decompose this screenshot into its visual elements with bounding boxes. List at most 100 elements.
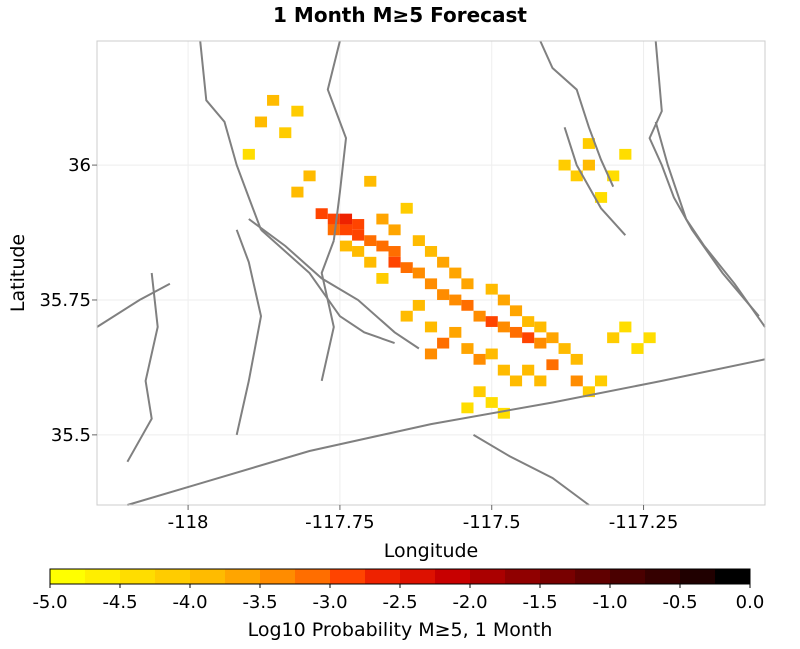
fault-line (235, 229, 263, 436)
heatmap-cell (242, 148, 255, 160)
heatmap-cell (570, 170, 583, 182)
heatmap-cell (449, 267, 462, 279)
colorbar-tick-label: -1.5 (522, 592, 557, 613)
heatmap-cell (619, 321, 632, 333)
colorbar-swatch (680, 569, 716, 584)
colorbar-swatch (540, 569, 576, 584)
colorbar-swatch (435, 569, 471, 584)
heatmap-cell (594, 192, 608, 203)
colorbar-swatch (400, 569, 436, 584)
heatmap-cell (558, 159, 571, 171)
heatmap-cell (400, 262, 413, 273)
colorbar-swatch (225, 569, 261, 584)
colorbar-swatch (365, 569, 401, 584)
heatmap-cell (412, 235, 425, 247)
x-tick-label: -117.5 (463, 512, 521, 533)
heatmap-cell (582, 159, 595, 171)
heatmap-cell (364, 175, 377, 187)
heatmap-cell (352, 246, 365, 257)
x-tick-label: -117.25 (609, 512, 678, 533)
heatmap-cell (534, 375, 547, 387)
heatmap-cell (509, 375, 523, 387)
heatmap-cell (619, 148, 632, 160)
colorbar-tick-label: -5.0 (32, 592, 67, 613)
colorbar-tick-label: -0.5 (662, 592, 697, 613)
heatmap-cell (400, 202, 413, 214)
heatmap-cell (364, 256, 377, 268)
heatmap-cell (388, 246, 401, 257)
y-axis-ticks: 36 35.75 35.5 (39, 155, 97, 446)
heatmap-cell (291, 186, 304, 198)
heatmap-cell (327, 224, 340, 236)
heatmap-cell (497, 321, 510, 333)
y-tick-label: 36 (68, 155, 91, 176)
colorbar-tick-label: -3.5 (242, 592, 277, 613)
fault-line (260, 229, 395, 345)
colorbar-tick-label: -4.0 (172, 592, 207, 613)
colorbar (49, 568, 751, 585)
colorbar-swatch (505, 569, 541, 584)
heatmap-cell (497, 294, 510, 306)
heatmap-cell (509, 305, 523, 317)
colorbar-swatch (575, 569, 611, 584)
heatmap-cell (352, 229, 365, 241)
heatmap-cell (376, 213, 389, 225)
heatmap-cell (582, 386, 595, 398)
colorbar-swatch (715, 569, 751, 584)
heatmap-cell (437, 289, 450, 300)
fault-line (199, 40, 262, 231)
colorbar-swatch (295, 569, 331, 584)
colorbar-swatch (330, 569, 366, 584)
heatmap-cell (303, 170, 316, 182)
heatmap-cell (497, 407, 510, 419)
x-axis-label: Longitude (384, 540, 479, 562)
heatmap-cell (376, 240, 389, 252)
heatmap-cell (473, 353, 486, 365)
fault-line (472, 434, 590, 506)
colorbar-swatch (645, 569, 681, 584)
plot-background (97, 41, 765, 505)
heatmap-cell (607, 170, 620, 182)
fault-lines (96, 40, 766, 506)
heatmap-cell (327, 213, 340, 225)
heatmap-cell (376, 273, 389, 284)
heatmap-cell (485, 316, 498, 327)
colorbar-swatch (85, 569, 121, 584)
heatmap-cell (485, 283, 498, 295)
colorbar-tick-label: 0.0 (736, 592, 765, 613)
heatmap-cell (594, 375, 608, 387)
heatmap-cell (582, 138, 595, 149)
heatmap-cell (424, 348, 438, 360)
heatmap-cell (461, 278, 474, 290)
fault-line (96, 282, 171, 328)
x-tick-label: -117.75 (305, 512, 374, 533)
colorbar-tick-label: -2.0 (452, 592, 487, 613)
heatmap-cell (570, 375, 583, 387)
heatmap-cell (534, 337, 547, 349)
heatmap-cell (570, 353, 583, 365)
heatmap-cell (424, 321, 438, 333)
heatmap-cells (242, 94, 656, 419)
y-tick-label: 35.75 (39, 290, 91, 311)
heatmap-cell (254, 116, 268, 128)
y-axis-label: Latitude (7, 234, 29, 312)
heatmap-cell (291, 105, 304, 117)
heatmap-cell (461, 343, 474, 354)
heatmap-cell (449, 294, 462, 306)
x-axis-ticks: -118 -117.75 -117.5 -117.25 (168, 505, 678, 533)
heatmap-cell (607, 332, 620, 344)
colorbar-swatch (260, 569, 296, 584)
fault-line (563, 126, 627, 236)
heatmap-cell (267, 94, 280, 106)
heatmap-cell (461, 402, 474, 414)
heatmap-cell (546, 359, 559, 371)
heatmap-cell (558, 343, 571, 354)
heatmap-cell (400, 310, 413, 322)
x-tick-label: -118 (168, 512, 209, 533)
heatmap-cell (497, 364, 510, 376)
plot-frame (96, 40, 766, 506)
colorbar-label: Log10 Probability M≥5, 1 Month (248, 619, 553, 641)
heatmap-cell (388, 224, 401, 236)
colorbar-swatch (50, 569, 86, 584)
heatmap-cell (412, 299, 425, 311)
